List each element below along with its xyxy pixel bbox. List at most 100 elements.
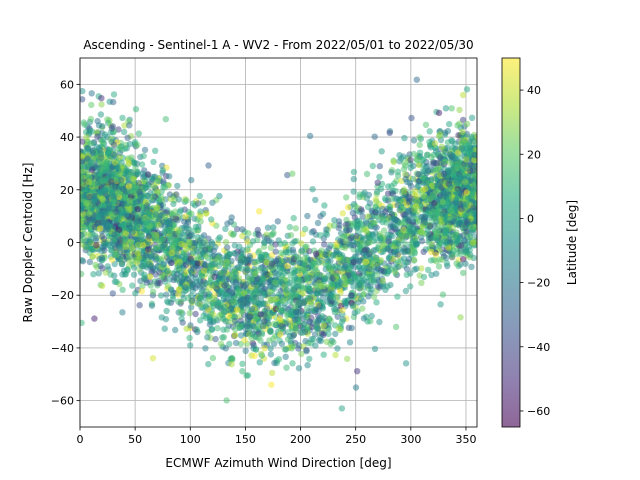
scatter-point (80, 221, 84, 228)
scatter-point (81, 121, 88, 128)
scatter-point (387, 223, 394, 230)
scatter-point (417, 228, 424, 236)
scatter-point (170, 200, 177, 208)
scatter-point (277, 249, 285, 256)
scatter-point (153, 255, 160, 262)
scatter-point (139, 282, 146, 290)
scatter-point (175, 291, 182, 298)
scatter-point (439, 291, 447, 298)
scatter-point (400, 226, 407, 234)
scatter-point (435, 109, 443, 117)
scatter-point (138, 161, 146, 168)
scatter-point (194, 200, 202, 207)
scatter-point (423, 151, 431, 159)
scatter-point (143, 202, 151, 209)
scatter-point (409, 224, 416, 231)
scatter-point (407, 283, 414, 290)
scatter-point (273, 295, 280, 303)
scatter-point (385, 183, 392, 190)
scatter-point (463, 86, 471, 93)
scatter-point (172, 326, 179, 334)
scatter-point (244, 372, 252, 379)
scatter-point (403, 233, 410, 240)
scatter-point (232, 270, 240, 277)
scatter-point (258, 350, 265, 358)
scatter-point (320, 351, 327, 358)
scatter-point (211, 295, 218, 303)
scatter-point (149, 193, 156, 201)
scatter-point (350, 188, 357, 195)
scatter-point (97, 111, 105, 118)
scatter-point (244, 246, 251, 253)
scatter-point (166, 173, 173, 180)
scatter-point (259, 323, 267, 330)
scatter-point (412, 187, 419, 195)
scatter-point (354, 368, 361, 375)
scatter-point (107, 271, 114, 278)
scatter-point (237, 332, 245, 339)
scatter-point (156, 196, 163, 204)
scatter-point (373, 188, 381, 196)
scatter-point (87, 236, 94, 243)
scatter-point (468, 114, 476, 122)
scatter-point (227, 218, 234, 225)
scatter-point (304, 362, 311, 369)
scatter-point (208, 216, 215, 223)
scatter-point (91, 315, 98, 322)
scatter-point (384, 245, 391, 253)
scatter-point (328, 280, 336, 287)
scatter-point (284, 171, 291, 179)
scatter-point (403, 271, 410, 279)
scatter-point (402, 287, 410, 295)
scatter-point (113, 278, 120, 285)
scatter-point (443, 260, 450, 267)
scatter-point (409, 217, 417, 224)
scatter-point (158, 314, 165, 321)
scatter-point (250, 280, 257, 288)
scatter-point (244, 323, 251, 330)
scatter-point (331, 217, 338, 224)
scatter-point (370, 293, 378, 300)
scatter-point (306, 247, 313, 255)
scatter-point (298, 350, 305, 357)
scatter-point (392, 323, 400, 331)
scatter-point (165, 218, 173, 225)
scatter-point (124, 267, 131, 274)
scatter-point (95, 213, 103, 220)
scatter-point (88, 101, 95, 109)
scatter-point (396, 158, 403, 165)
scatter-point (220, 314, 227, 322)
scatter-point (410, 211, 417, 218)
scatter-point (373, 224, 380, 231)
scatter-point (291, 316, 299, 323)
scatter-point (162, 213, 169, 220)
scatter-point (88, 128, 96, 135)
scatter-point (304, 212, 311, 220)
scatter-point (353, 232, 360, 240)
scatter-point (254, 275, 261, 283)
scatter-point (390, 158, 397, 166)
scatter-point (349, 209, 357, 217)
scatter-point (178, 240, 185, 247)
scatter-point (89, 253, 96, 260)
scatter-point (134, 141, 141, 149)
scatter-point (115, 226, 123, 234)
scatter-point (236, 243, 243, 250)
scatter-point (371, 133, 378, 140)
scatter-point (418, 279, 425, 287)
scatter-point (92, 261, 99, 268)
scatter-point (360, 315, 368, 322)
scatter-point (300, 261, 308, 268)
scatter-point (311, 331, 319, 338)
scatter-point (116, 239, 123, 246)
scatter-point (152, 147, 159, 154)
scatter-point (435, 263, 443, 270)
scatter-point (119, 114, 126, 122)
scatter-point (420, 156, 427, 163)
scatter-point (257, 337, 264, 344)
scatter-point (80, 138, 86, 145)
scatter-point (309, 186, 316, 193)
scatter-point (339, 307, 346, 314)
scatter-point (190, 200, 197, 207)
